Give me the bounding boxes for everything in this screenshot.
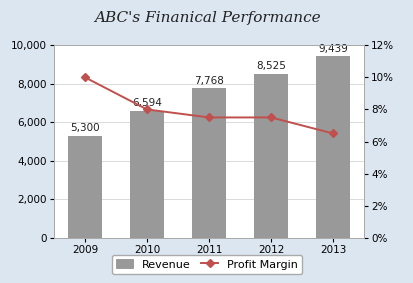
Bar [130,111,164,238]
Text: ABC's Finanical Performance: ABC's Finanical Performance [93,11,320,25]
Bar [192,88,225,238]
Text: 6,594: 6,594 [132,98,161,108]
Text: 5,300: 5,300 [70,123,100,133]
Text: 9,439: 9,439 [318,44,347,53]
Legend: Revenue, Profit Margin: Revenue, Profit Margin [112,255,301,274]
Bar [254,74,287,238]
Text: 7,768: 7,768 [194,76,223,86]
Bar [68,136,102,238]
Bar [315,56,349,238]
Text: 8,525: 8,525 [256,61,285,71]
